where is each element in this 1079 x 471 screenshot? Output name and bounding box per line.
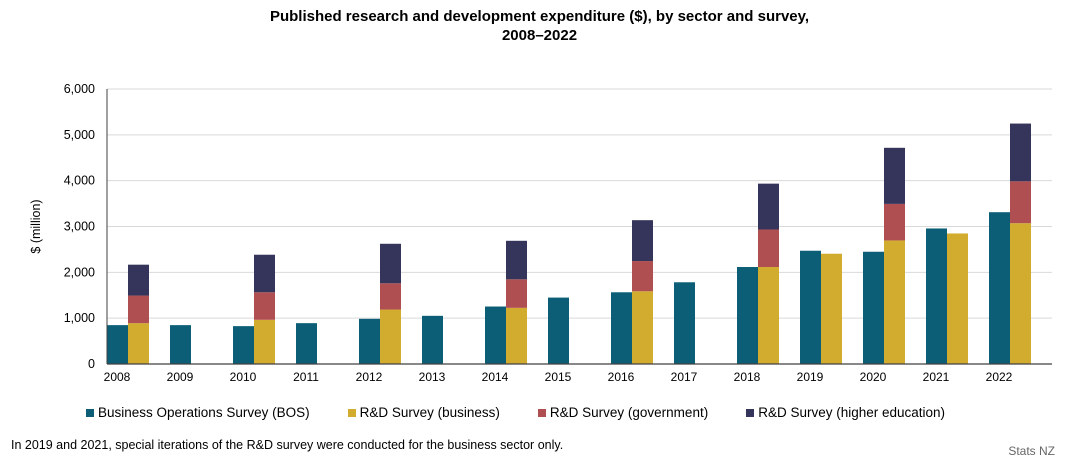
bar-rd-2-2018: [758, 229, 779, 268]
bar-bos-0-2017: [674, 282, 695, 364]
x-tick-label: 2018: [734, 370, 761, 384]
bar-bos-0-2021: [926, 228, 947, 364]
chart-title-line2: 2008–2022: [501, 27, 578, 44]
bar-bos-0-2008: [107, 325, 128, 364]
bar-rd-1-2018: [758, 267, 779, 364]
x-tick-label: 2012: [356, 370, 383, 384]
x-tick-label: 2013: [419, 370, 446, 384]
bar-rd-1-2008: [128, 323, 149, 364]
bar-rd-3-2014: [506, 240, 527, 280]
legend-swatch: [537, 408, 546, 417]
bar-bos-0-2014: [485, 306, 506, 364]
y-axis-label: $ (million): [29, 199, 43, 253]
bar-bos-0-2015: [548, 297, 569, 364]
bar-rd-3-2018: [758, 183, 779, 230]
x-tick-label: 2022: [986, 370, 1013, 384]
bar-bos-0-2020: [863, 251, 884, 364]
bar-bos-0-2009: [170, 325, 191, 364]
bar-bos-0-2018: [737, 267, 758, 364]
legend-label: Business Operations Survey (BOS): [98, 405, 310, 420]
chart-title: Published research and development expen…: [269, 8, 810, 25]
legend-swatch: [86, 408, 94, 417]
y-tick-label: 4,000: [64, 174, 95, 188]
legend-item: Business Operations Survey (BOS): [86, 405, 310, 420]
x-tick-label: 2020: [860, 370, 887, 384]
footnote: In 2019 and 2021, special iterations of …: [11, 438, 564, 452]
bar-bos-0-2011: [296, 323, 317, 364]
x-tick-label: 2021: [923, 370, 950, 384]
bar-rd-1-2012: [380, 309, 401, 364]
bar-bos-0-2022: [989, 212, 1010, 364]
bar-rd-1-2019: [821, 253, 842, 364]
legend-item: R&D Survey (business): [347, 405, 500, 420]
bar-rd-1-2020: [884, 240, 905, 364]
legend: Business Operations Survey (BOS) R&D Surv…: [86, 405, 983, 420]
x-tick-label: 2011: [293, 370, 319, 384]
y-tick-label: 2,000: [64, 265, 95, 279]
bar-rd-2-2010: [254, 292, 275, 320]
bar-rd-3-2020: [884, 147, 905, 204]
bar-rd-1-2021: [947, 233, 968, 364]
y-tick-label: 1,000: [64, 311, 95, 325]
legend-label: R&D Survey (higher education): [758, 405, 946, 420]
bar-bos-0-2012: [359, 318, 380, 364]
x-tick-label: 2014: [482, 370, 509, 384]
bar-rd-3-2012: [380, 243, 401, 284]
bar-rd-3-2010: [254, 254, 275, 293]
bar-rd-1-2010: [254, 319, 275, 364]
x-tick-label: 2008: [104, 370, 131, 384]
y-tick-label: 3,000: [64, 220, 95, 234]
x-tick-label: 2019: [797, 370, 824, 384]
bar-bos-0-2019: [800, 250, 821, 364]
x-tick-label: 2017: [671, 370, 698, 384]
bar-rd-3-2008: [128, 264, 149, 296]
x-tick-label: 2016: [608, 370, 635, 384]
source-label: Stats NZ: [1008, 444, 1055, 458]
bar-rd-2-2016: [632, 261, 653, 292]
bar-bos-0-2010: [233, 326, 254, 364]
legend-label: R&D Survey (government): [549, 405, 709, 420]
bar-bos-0-2013: [422, 315, 443, 364]
legend-label: R&D Survey (business): [359, 405, 500, 420]
legend-swatch: [347, 408, 356, 417]
bar-rd-2-2008: [128, 295, 149, 324]
legend-swatch: [746, 408, 755, 417]
bar-rd-2-2014: [506, 279, 527, 308]
x-tick-label: 2015: [545, 370, 572, 384]
bar-rd-1-2016: [632, 291, 653, 364]
legend-item: R&D Survey (higher education): [746, 405, 945, 420]
bar-rd-3-2016: [632, 220, 653, 262]
y-tick-label: 0: [88, 357, 95, 371]
y-tick-label: 6,000: [64, 82, 95, 96]
legend-item: R&D Survey (government): [537, 405, 709, 420]
bar-rd-1-2022: [1010, 223, 1031, 364]
x-tick-label: 2009: [167, 370, 194, 384]
bar-rd-2-2012: [380, 283, 401, 310]
bar-chart: 0 1,000 2,000 3,000 4,000 5,000 6,000 $ (millio…: [29, 82, 1052, 384]
bar-bos-0-2016: [611, 292, 632, 364]
bar-rd-3-2022: [1010, 123, 1031, 182]
y-tick-label: 5,000: [64, 128, 95, 142]
bar-rd-1-2014: [506, 307, 527, 364]
x-tick-label: 2010: [230, 370, 257, 384]
bar-rd-2-2020: [884, 203, 905, 241]
bar-rd-2-2022: [1010, 181, 1031, 224]
